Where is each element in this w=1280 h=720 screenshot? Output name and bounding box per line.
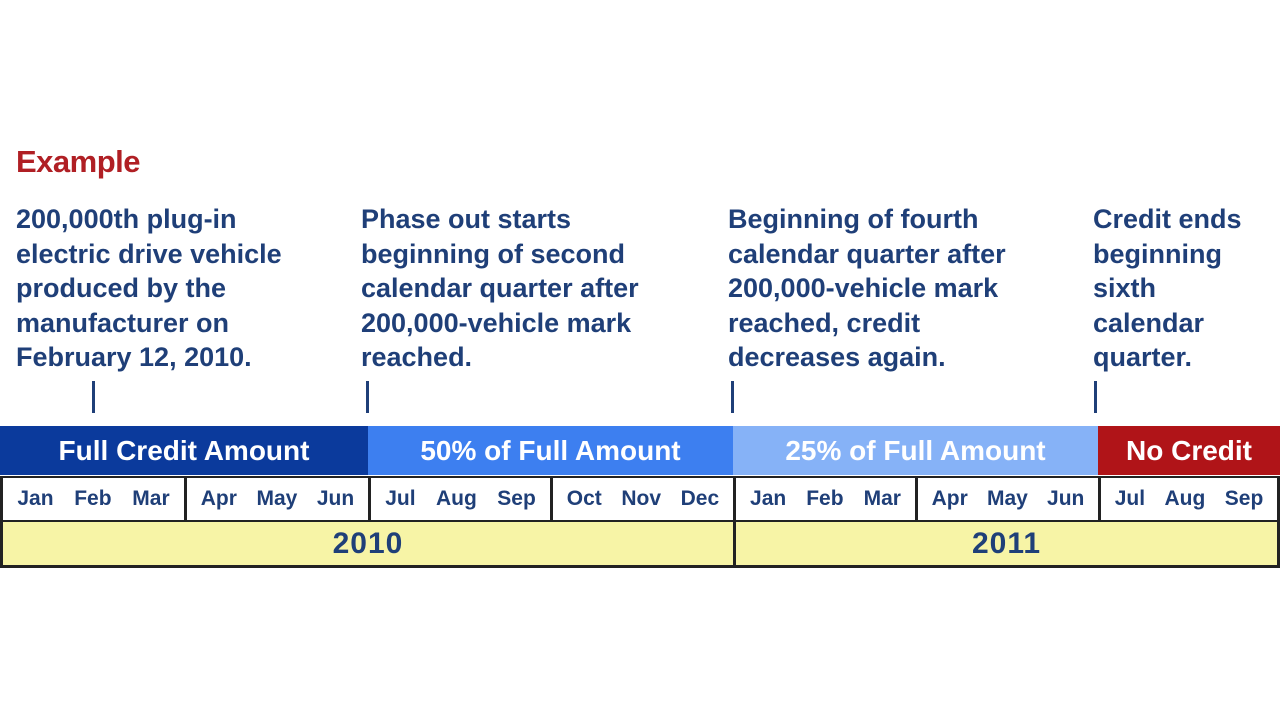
note-line: beginning of second (361, 238, 625, 269)
month-label: Sep (1224, 487, 1264, 510)
month-label: Apr (200, 487, 237, 510)
month-row: Jan Feb Mar Apr May Jun Jul Aug Sep Oct … (0, 476, 1280, 522)
note-milestone-vehicle: 200,000th plug-in electric drive vehicle… (16, 202, 282, 375)
note-line: calendar quarter after (728, 238, 1006, 269)
quarter-cell: Apr May Jun (915, 478, 1098, 520)
note-line: Credit ends (1093, 204, 1242, 234)
note-credit-ends: Credit ends beginning sixth calendar qua… (1093, 202, 1242, 375)
note-line: 200,000-vehicle mark (361, 307, 632, 338)
quarter-cell: Jan Feb Mar (0, 478, 184, 520)
note-line: February 12, 2010. (16, 342, 252, 372)
month-label: Jan (750, 487, 787, 510)
month-label: Mar (863, 487, 901, 510)
quarter-cell: Oct Nov Dec (550, 478, 733, 520)
note-line: reached. (361, 342, 473, 372)
quarter-cell: Jan Feb Mar (733, 478, 915, 520)
note-line: Phase out starts (361, 204, 572, 234)
milestone-tick (92, 381, 95, 413)
quarter-cell: Jul Aug Sep (1098, 478, 1280, 520)
note-line: Beginning of fourth (728, 204, 979, 234)
note-decrease-again: Beginning of fourth calendar quarter aft… (728, 202, 1006, 375)
example-heading: Example (16, 144, 141, 179)
month-label: Jul (1114, 487, 1146, 510)
phase-50-percent: 50% of Full Amount (368, 426, 733, 475)
note-line: electric drive vehicle (16, 238, 282, 269)
month-label: Oct (566, 487, 602, 510)
year-cell: 2010 (0, 522, 733, 565)
milestone-tick (1094, 381, 1097, 413)
credit-phase-bar: Full Credit Amount 50% of Full Amount 25… (0, 426, 1280, 475)
month-label: Feb (74, 487, 112, 510)
month-label: Feb (806, 487, 844, 510)
note-line: quarter. (1093, 342, 1193, 372)
month-label: Jun (1047, 487, 1085, 510)
quarter-cell: Jul Aug Sep (368, 478, 550, 520)
quarter-cell: Apr May Jun (184, 478, 368, 520)
month-label: Mar (132, 487, 170, 510)
phase-25-percent: 25% of Full Amount (733, 426, 1098, 475)
note-line: manufacturer on (16, 307, 230, 338)
note-line: sixth (1093, 273, 1157, 303)
milestone-tick (731, 381, 734, 413)
note-line: calendar (1093, 307, 1205, 338)
month-label: Aug (1164, 487, 1206, 510)
month-label: Aug (436, 487, 477, 510)
year-row: 2010 2011 (0, 522, 1280, 568)
phase-full-credit: Full Credit Amount (0, 426, 368, 475)
note-line: produced by the (16, 273, 227, 303)
note-line: calendar quarter after (361, 273, 639, 303)
month-label: Jan (17, 487, 54, 510)
note-line: beginning (1093, 238, 1222, 269)
year-cell: 2011 (733, 522, 1280, 565)
note-line: decreases again. (728, 342, 946, 372)
month-label: Apr (931, 487, 968, 510)
note-phase-out-start: Phase out starts beginning of second cal… (361, 202, 639, 375)
month-label: May (256, 487, 298, 510)
month-label: Jul (385, 487, 416, 510)
note-line: reached, credit (728, 307, 921, 338)
note-line: 200,000-vehicle mark (728, 273, 999, 303)
note-line: 200,000th plug-in (16, 204, 237, 234)
month-label: Sep (497, 487, 536, 510)
month-label: Jun (316, 487, 355, 510)
month-label: Nov (621, 487, 662, 510)
milestone-tick (366, 381, 369, 413)
phase-no-credit: No Credit (1098, 426, 1280, 475)
month-label: May (986, 487, 1028, 510)
month-label: Dec (680, 487, 720, 510)
